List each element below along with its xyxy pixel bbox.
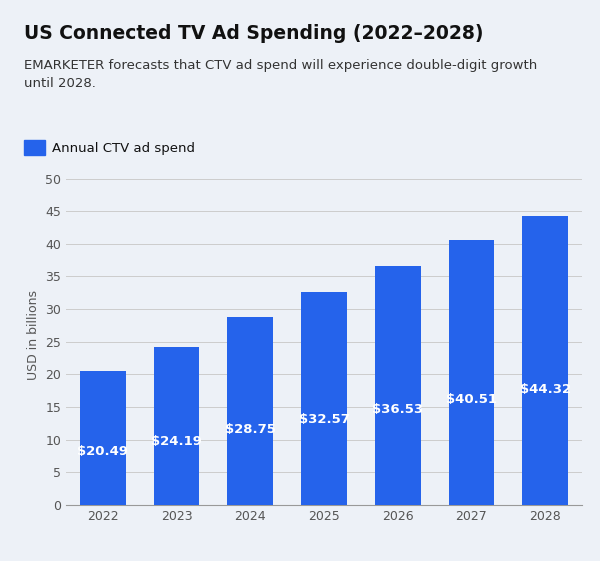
Bar	[301, 292, 347, 505]
Bar	[449, 241, 494, 505]
Text: $36.53: $36.53	[372, 403, 423, 416]
Text: $40.51: $40.51	[446, 393, 497, 406]
Text: US Connected TV Ad Spending (2022–2028): US Connected TV Ad Spending (2022–2028)	[24, 24, 484, 43]
Text: $24.19: $24.19	[151, 435, 202, 448]
Text: $32.57: $32.57	[299, 413, 349, 426]
Bar	[227, 318, 273, 505]
Bar	[80, 371, 126, 505]
Text: EMARKETER forecasts that CTV ad spend will experience double-digit growth
until : EMARKETER forecasts that CTV ad spend wi…	[24, 59, 537, 90]
Bar	[375, 266, 421, 505]
Bar	[522, 215, 568, 505]
Text: Annual CTV ad spend: Annual CTV ad spend	[52, 141, 194, 155]
Y-axis label: USD in billions: USD in billions	[26, 290, 40, 380]
Text: $28.75: $28.75	[225, 424, 276, 436]
Text: $44.32: $44.32	[520, 383, 571, 396]
Bar	[154, 347, 199, 505]
Text: $20.49: $20.49	[77, 445, 128, 458]
